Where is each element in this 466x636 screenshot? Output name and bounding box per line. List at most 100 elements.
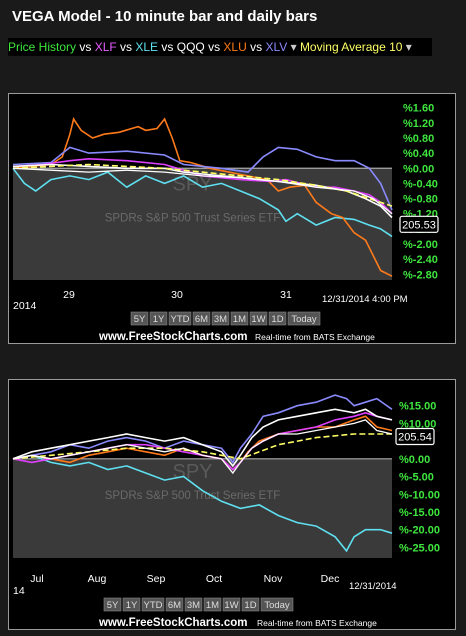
realtime-label: Real-time from BATS Exchange <box>255 332 375 342</box>
range-button-box <box>203 597 222 612</box>
y-tick-label: %0.00 <box>403 163 434 175</box>
watermark-name: SPDRs S&P 500 Trust Series ETF <box>105 212 281 224</box>
x-tick-label: Dec <box>321 573 340 585</box>
range-button-box <box>184 597 203 612</box>
legend-item[interactable]: vs <box>158 40 177 54</box>
range-button-box <box>249 311 268 326</box>
watermark-symbol: SPY <box>172 173 212 195</box>
range-button-box <box>260 597 294 612</box>
y-tick-label: %-0.80 <box>403 194 438 206</box>
y-tick-label: %1.20 <box>403 118 434 130</box>
price-badge-box <box>395 427 435 446</box>
legend-item[interactable]: XLF <box>94 40 117 54</box>
watermark-name: SPDRs S&P 500 Trust Series ETF <box>105 490 281 502</box>
series-legend[interactable]: Price History vs XLF vs XLE vs QQQ vs XL… <box>8 38 432 56</box>
x-tick-label: Sep <box>147 573 166 585</box>
range-button-6m[interactable]: 6M <box>192 311 211 326</box>
range-button-box <box>192 311 211 326</box>
range-button-label: 5Y <box>107 600 119 611</box>
range-button-1d[interactable]: 1D <box>241 597 260 612</box>
x-tick-label: Aug <box>88 573 107 585</box>
range-button-1d[interactable]: 1D <box>268 311 287 326</box>
legend-item[interactable]: XLU <box>223 40 247 54</box>
price-badge: 205.53 <box>402 219 436 231</box>
range-button-box <box>222 597 241 612</box>
series-line-qqq <box>12 163 393 219</box>
range-button-label: 1Y <box>126 600 138 611</box>
range-button-box <box>168 311 192 326</box>
range-button-6m[interactable]: 6M <box>165 597 184 612</box>
series-line-xlv <box>12 394 393 464</box>
series-line-xle <box>12 454 393 553</box>
timestamp-label: 12/31/2014 4:00 PM <box>322 294 408 305</box>
year-label: 14 <box>13 585 25 597</box>
range-button-5y[interactable]: 5Y <box>103 597 122 612</box>
series-line-xlv <box>12 146 393 211</box>
range-button-ytd[interactable]: YTD <box>141 597 165 612</box>
range-button-box <box>103 597 122 612</box>
range-button-1y[interactable]: 1Y <box>149 311 168 326</box>
range-button-box <box>241 597 260 612</box>
range-button-label: 1M <box>233 314 246 325</box>
range-button-label: 6M <box>195 314 208 325</box>
series-line-qqq <box>12 408 393 468</box>
range-button-label: 6M <box>168 600 181 611</box>
range-button-ytd[interactable]: YTD <box>168 311 192 326</box>
range-button-1w[interactable]: 1W <box>249 311 268 326</box>
range-button-1w[interactable]: 1W <box>222 597 241 612</box>
range-button-box <box>130 311 149 326</box>
range-button-1m[interactable]: 1M <box>230 311 249 326</box>
legend-item[interactable]: Moving Average 10 <box>299 40 403 54</box>
x-tick-label: Jul <box>30 573 43 585</box>
y-tick-label: %-15.00 <box>399 507 440 519</box>
daily-chart[interactable]: SPY SPDRs S&P 500 Trust Series ETF %15.00%… <box>9 380 455 629</box>
range-button-box <box>287 311 321 326</box>
range-button-label: Today <box>291 314 317 325</box>
legend-item[interactable]: vs <box>246 40 266 54</box>
range-button-3m[interactable]: 3M <box>184 597 203 612</box>
x-tick-label: 31 <box>280 289 292 301</box>
y-tick-label: %-2.00 <box>403 239 438 251</box>
realtime-label: Real-time from BATS Exchange <box>257 618 377 628</box>
y-tick-label: %-2.80 <box>403 269 438 281</box>
x-tick-label: 30 <box>171 289 183 301</box>
legend-item[interactable]: ▾ <box>287 40 300 54</box>
price-badge: 205.54 <box>398 432 432 444</box>
legend-item[interactable]: Price History <box>8 40 77 54</box>
y-tick-label: %0.00 <box>399 454 430 466</box>
range-button-today[interactable]: Today <box>260 597 294 612</box>
range-button-label: 5Y <box>134 314 146 325</box>
intraday-chart[interactable]: SPY SPDRs S&P 500 Trust Series ETF %1.60 %1… <box>9 94 455 343</box>
zero-below-area <box>13 458 392 558</box>
page-title: VEGA Model - 10 minute bar and daily bar… <box>12 8 318 25</box>
y-tick-label: %-5.00 <box>399 472 434 484</box>
y-tick-label: %0.80 <box>403 133 434 145</box>
series-line-xle <box>12 167 393 238</box>
range-button-today[interactable]: Today <box>287 311 321 326</box>
year-label: 2014 <box>13 300 37 312</box>
range-button-box <box>211 311 230 326</box>
range-button-1m[interactable]: 1M <box>203 597 222 612</box>
y-tick-label: %-25.00 <box>399 542 440 554</box>
y-tick-label: %1.60 <box>403 103 434 115</box>
x-tick-label: Oct <box>206 573 222 585</box>
range-button-box <box>268 311 287 326</box>
legend-item[interactable]: vs <box>204 40 224 54</box>
range-button-box <box>141 597 165 612</box>
legend-item[interactable]: vs <box>116 40 136 54</box>
legend-item[interactable]: XLE <box>135 40 159 54</box>
series-line-spy <box>12 167 393 215</box>
y-tick-label: %-20.00 <box>399 525 440 537</box>
range-button-1y[interactable]: 1Y <box>122 597 141 612</box>
series-line-xlu <box>12 117 393 277</box>
range-button-5y[interactable]: 5Y <box>130 311 149 326</box>
daily-chart-panel: SPY SPDRs S&P 500 Trust Series ETF %15.00%… <box>8 379 456 630</box>
range-button-box <box>149 311 168 326</box>
range-button-3m[interactable]: 3M <box>211 311 230 326</box>
legend-item[interactable]: vs <box>76 40 95 54</box>
range-button-label: 3M <box>214 314 227 325</box>
legend-item[interactable]: ▾ <box>402 40 412 54</box>
legend-item[interactable]: XLV <box>265 40 288 54</box>
range-button-box <box>230 311 249 326</box>
legend-item[interactable]: QQQ <box>176 40 205 54</box>
